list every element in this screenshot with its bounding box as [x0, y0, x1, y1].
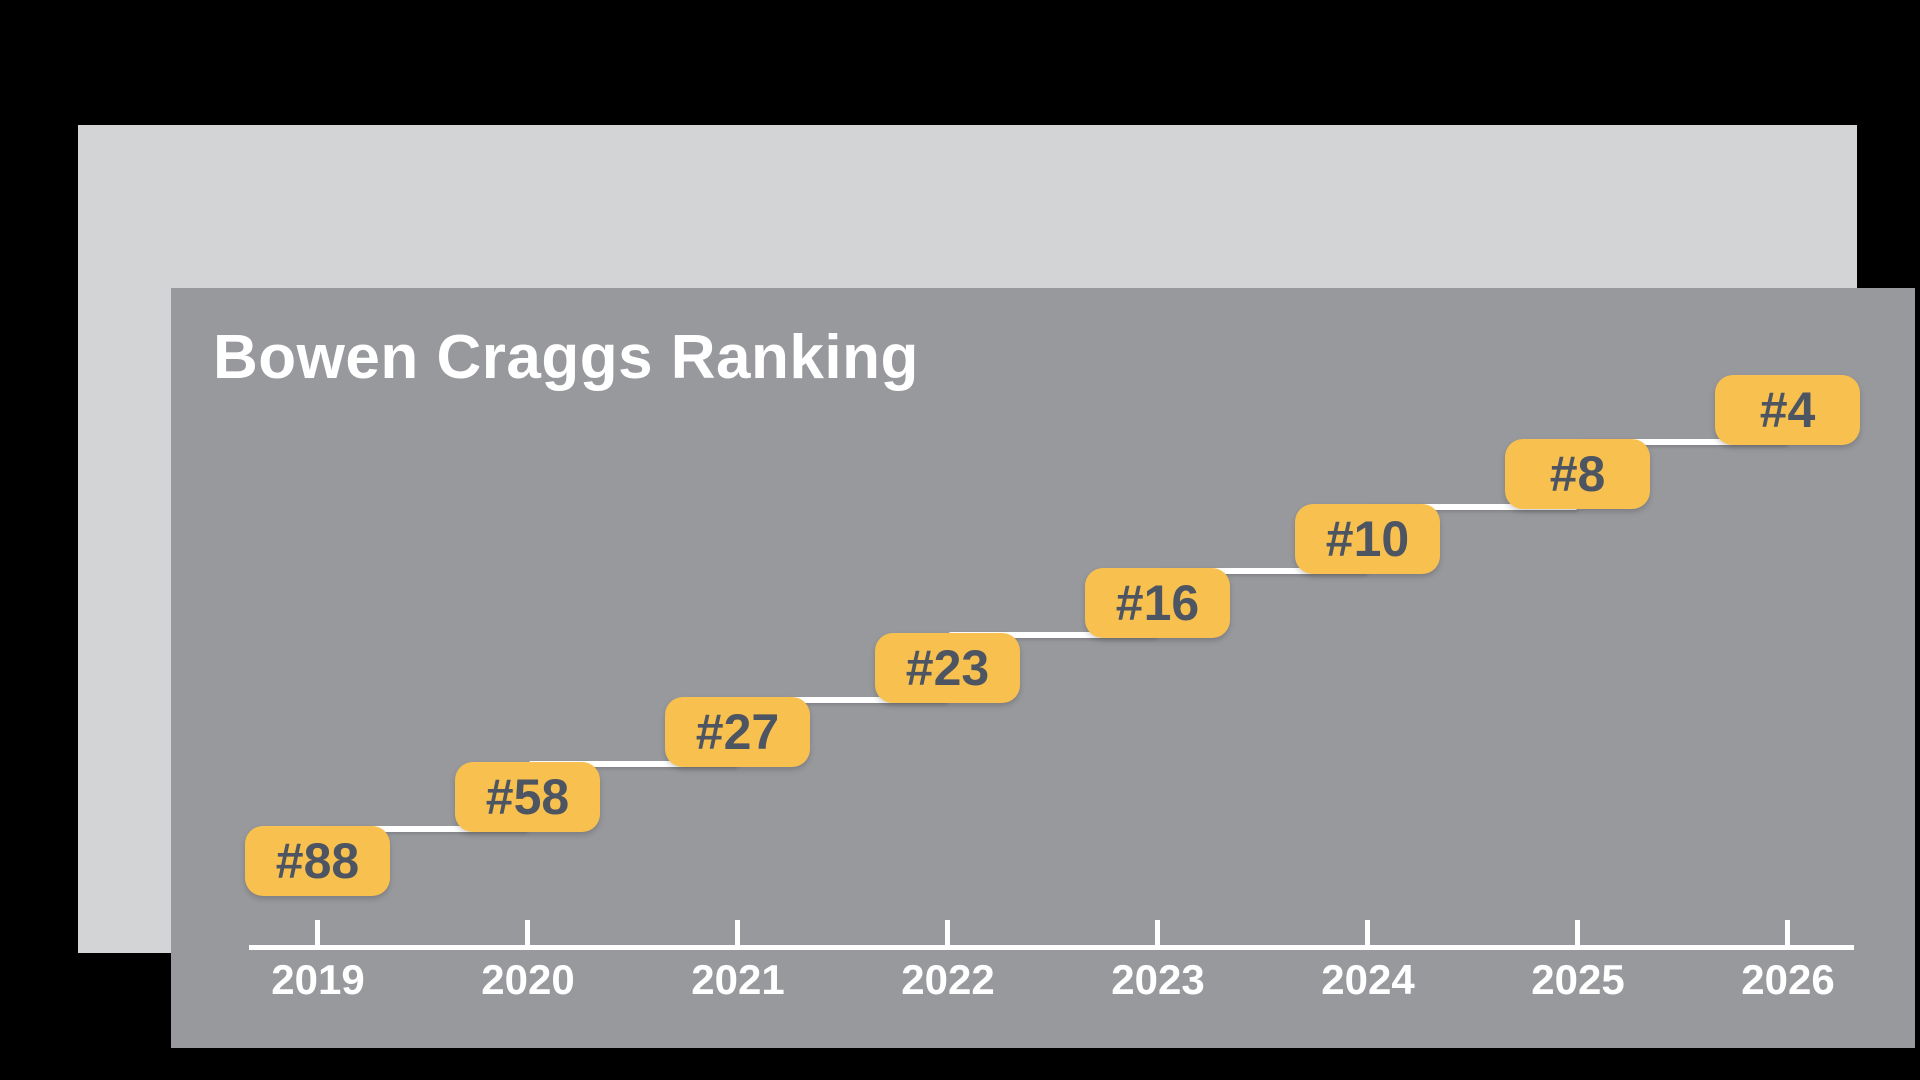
rank-badge-label: #88 [275, 833, 360, 889]
rank-badge-label: #27 [695, 704, 780, 760]
step-line-segment [528, 761, 738, 767]
x-axis-tick [1785, 920, 1790, 945]
rank-badge-label: #10 [1325, 511, 1410, 567]
x-axis-tick [735, 920, 740, 945]
x-axis-tick [1575, 920, 1580, 945]
x-tick-label-2023: 2023 [1111, 956, 1205, 1003]
x-axis-tick [315, 920, 320, 945]
step-line-segment [318, 826, 528, 832]
step-line-segment [1368, 504, 1578, 510]
rank-badge-2025: #8 [1505, 439, 1650, 509]
x-tick-label-2020: 2020 [481, 956, 575, 1003]
x-tick-label-2019: 2019 [271, 956, 365, 1003]
rank-badge-2023: #16 [1085, 568, 1230, 638]
chart-title: Bowen Craggs Ranking [213, 323, 919, 392]
rank-badge-2020: #58 [455, 762, 600, 832]
x-tick-label-2024: 2024 [1321, 956, 1415, 1003]
x-tick-label-2026: 2026 [1741, 956, 1835, 1003]
rank-badge-2021: #27 [665, 697, 810, 767]
rank-badge-label: #4 [1759, 382, 1816, 438]
rank-badge-2022: #23 [875, 633, 1020, 703]
chart-panel: Bowen Craggs Ranking #88 #58 #27 #23 [171, 288, 1915, 1048]
x-axis-tick [1365, 920, 1370, 945]
x-axis-tick [945, 920, 950, 945]
rank-badge-label: #58 [485, 769, 570, 825]
rank-badge-label: #8 [1549, 446, 1606, 502]
rank-badge-2019: #88 [245, 826, 390, 896]
x-axis-tick [1155, 920, 1160, 945]
x-tick-label-2025: 2025 [1531, 956, 1625, 1003]
step-line-segment [1578, 439, 1788, 445]
x-axis-line [249, 945, 1854, 950]
x-tick-label-2021: 2021 [691, 956, 785, 1003]
rank-badge-label: #23 [905, 640, 990, 696]
x-axis-tick [525, 920, 530, 945]
step-line-segment [738, 697, 948, 703]
chart-frame: Bowen Craggs Ranking #88 #58 #27 #23 [78, 125, 1915, 1048]
rank-badge-label: #16 [1115, 575, 1200, 631]
step-line-segment [948, 632, 1158, 638]
rank-badge-2026: #4 [1715, 375, 1860, 445]
step-line-segment [1158, 568, 1368, 574]
x-tick-label-2022: 2022 [901, 956, 995, 1003]
rank-badge-2024: #10 [1295, 504, 1440, 574]
